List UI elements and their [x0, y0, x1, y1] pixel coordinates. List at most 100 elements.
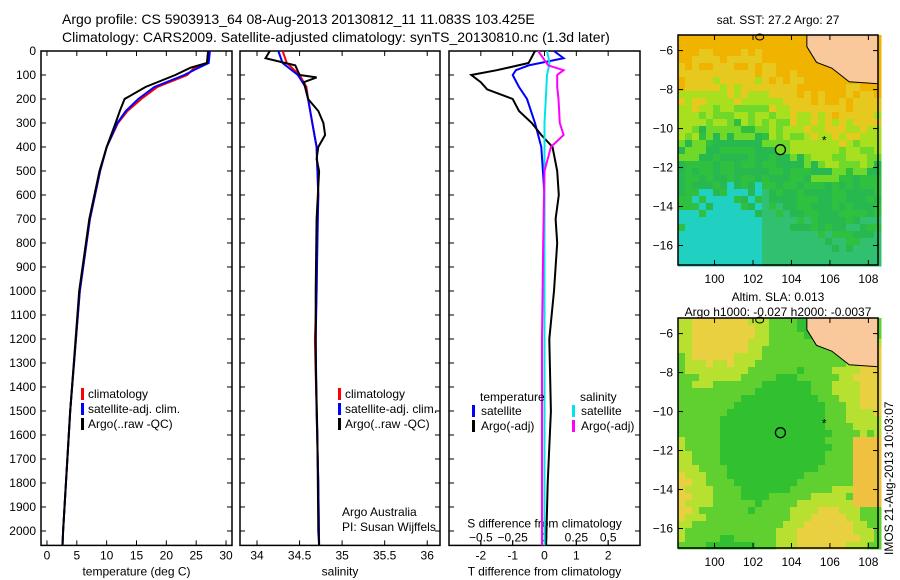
map-cell	[748, 112, 756, 120]
map-cell	[678, 353, 686, 361]
map-cell	[720, 98, 728, 106]
map-cell	[685, 465, 693, 473]
map-cell	[755, 245, 763, 253]
map-cell	[727, 472, 735, 480]
map-cell	[811, 486, 819, 494]
map-cell	[734, 528, 742, 536]
map-cell	[685, 168, 693, 176]
map-cell	[706, 409, 714, 417]
map-cell	[678, 339, 686, 347]
x-tick-label: 100	[705, 272, 725, 286]
map-cell	[839, 486, 847, 494]
map-cell	[832, 154, 840, 162]
x-tick-label: 100	[705, 555, 725, 569]
map-cell	[839, 224, 847, 232]
map-cell	[783, 259, 791, 267]
map-cell	[818, 259, 826, 267]
map-cell	[867, 367, 875, 375]
map-cell	[783, 196, 791, 204]
map-cell	[853, 444, 861, 452]
map-cell	[776, 252, 784, 260]
map-cell	[790, 346, 798, 354]
map-cell	[769, 458, 777, 466]
map-cell	[811, 252, 819, 260]
map-cell	[783, 409, 791, 417]
map-cell	[762, 521, 770, 529]
map-cell	[755, 430, 763, 438]
map-cell	[692, 112, 700, 120]
map-cell	[846, 245, 854, 253]
map-cell	[706, 70, 714, 78]
map-cell	[846, 514, 854, 522]
map-cell	[776, 472, 784, 480]
map-cell	[860, 231, 868, 239]
map-cell	[797, 346, 805, 354]
map-cell	[720, 486, 728, 494]
map-cell	[762, 210, 770, 218]
map-cell	[727, 346, 735, 354]
map-cell	[783, 500, 791, 508]
map-cell	[741, 35, 749, 43]
map-cell	[832, 77, 840, 85]
map-cell	[706, 402, 714, 410]
map-cell	[853, 437, 861, 445]
map-cell	[839, 374, 847, 382]
map-cell	[867, 245, 875, 253]
map-cell	[706, 182, 714, 190]
map-cell	[804, 203, 812, 211]
map-cell	[867, 112, 875, 120]
map-cell	[720, 325, 728, 333]
map-cell	[734, 42, 742, 50]
map-cell	[825, 395, 833, 403]
map-cell	[769, 521, 777, 529]
map-cell	[748, 175, 756, 183]
map-cell	[713, 472, 721, 480]
map-cell	[762, 360, 770, 368]
map-cell	[741, 140, 749, 148]
map-cell	[762, 35, 770, 43]
map-cell	[804, 507, 812, 515]
map-cell	[790, 231, 798, 239]
map-cell	[839, 388, 847, 396]
map-cell	[741, 42, 749, 50]
y-tick-label: −6	[659, 327, 673, 341]
map-cell	[720, 112, 728, 120]
map-cell	[699, 91, 707, 99]
map-cell	[685, 535, 693, 543]
map-cell	[762, 507, 770, 515]
map-cell	[713, 252, 721, 260]
map-cell	[678, 402, 686, 410]
map-cell	[734, 91, 742, 99]
map-cell	[685, 147, 693, 155]
map-cell	[720, 423, 728, 431]
map-cell	[832, 252, 840, 260]
map-cell	[748, 395, 756, 403]
map-cell	[790, 507, 798, 515]
map-cell	[811, 133, 819, 141]
map-cell	[860, 126, 868, 134]
map-cell	[818, 451, 826, 459]
map-cell	[769, 472, 777, 480]
map-cell	[783, 49, 791, 57]
map-cell	[804, 514, 812, 522]
map-cell	[846, 416, 854, 424]
map-cell	[839, 367, 847, 375]
map-cell	[748, 409, 756, 417]
map-cell	[853, 133, 861, 141]
map-cell	[776, 35, 784, 43]
map-cell	[825, 444, 833, 452]
map-cell	[727, 147, 735, 155]
map-cell	[811, 346, 819, 354]
map-cell	[713, 91, 721, 99]
map-cell	[846, 133, 854, 141]
map-cell	[706, 479, 714, 487]
map-cell	[678, 49, 686, 57]
map-cell	[699, 381, 707, 389]
map-cell	[713, 542, 721, 550]
map-cell	[706, 451, 714, 459]
map-cell	[727, 381, 735, 389]
map-cell	[853, 451, 861, 459]
map-cell	[783, 175, 791, 183]
map-cell	[776, 353, 784, 361]
map-cell	[832, 245, 840, 253]
